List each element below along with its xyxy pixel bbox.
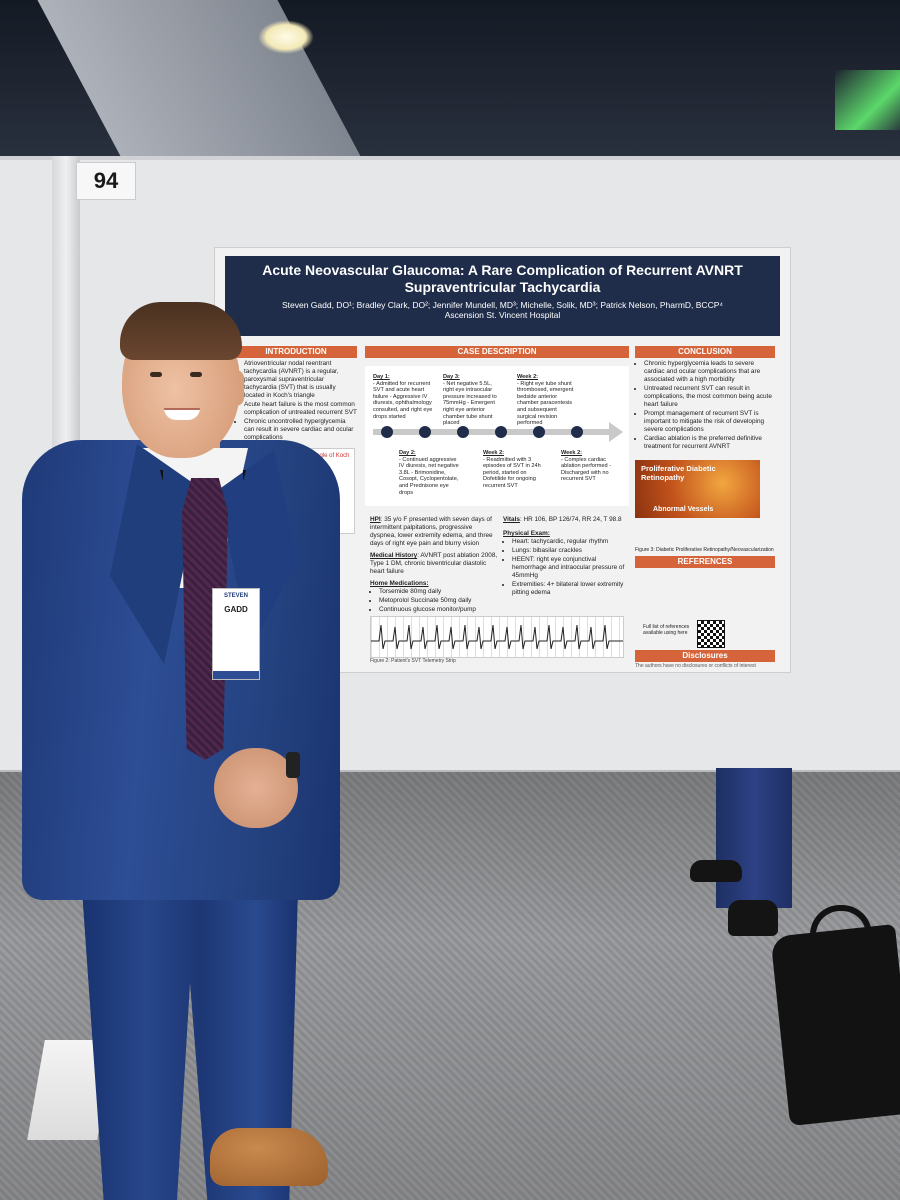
case-history: HPI: 35 y/o F presented with seven days …	[370, 516, 498, 615]
poster-authors: Steven Gadd, DO¹; Bradley Clark, DO²; Je…	[281, 300, 724, 310]
case-exam: Vitals: HR 106, BP 126/74, RR 24, T 98.8…	[503, 516, 627, 598]
intro-item: Atrioventricular nodal reentrant tachyca…	[244, 360, 357, 400]
exam-item: Lungs: bibasilar crackles	[512, 547, 627, 555]
timeline-dot	[457, 426, 469, 438]
right-eye	[190, 372, 202, 377]
qr-code-icon[interactable]	[697, 620, 725, 648]
timeline-arrowhead	[609, 422, 623, 442]
introduction-section: INTRODUCTION Atrioventricular nodal reen…	[235, 346, 357, 443]
ecg-waveform-icon	[371, 624, 623, 650]
medication-item: Continuous glucose monitor/pump	[379, 606, 498, 614]
black-bag	[770, 923, 900, 1127]
conclusion-item: Chronic hyperglycemia leads to severe ca…	[644, 360, 775, 384]
retinopathy-title: Proliferative Diabetic Retinopathy	[641, 464, 716, 482]
disclosures-section: Disclosures	[635, 650, 775, 662]
brown-shoe	[210, 1128, 328, 1186]
medical-history-text: Medical History: AVNRT post ablation 200…	[370, 552, 498, 575]
poster-header: Acute Neovascular Glaucoma: A Rare Compl…	[225, 256, 780, 336]
smile	[164, 408, 200, 420]
timeline-dot	[419, 426, 431, 438]
timeline-entry: Week 2: - Complex cardiac ablation perfor…	[561, 450, 612, 483]
conclusion-item: Untreated recurrent SVT can result in co…	[644, 385, 775, 409]
badge-name-line2: GADD	[224, 605, 248, 614]
case-section: CASE DESCRIPTION	[365, 346, 629, 358]
references-section: REFERENCES	[635, 556, 775, 568]
case-heading: CASE DESCRIPTION	[365, 346, 629, 358]
timeline-entry: Day 2: - Continued aggressive IV diuresis…	[399, 450, 459, 496]
timeline-dot	[495, 426, 507, 438]
exam-item: Heart: tachycardic, regular rhythm	[512, 538, 627, 546]
conclusion-item: Cardiac ablation is the preferred defini…	[644, 435, 775, 451]
background-person-legs	[716, 768, 792, 908]
hpi-text: HPI: 35 y/o F presented with seven days …	[370, 516, 493, 547]
wristwatch-icon	[286, 752, 300, 778]
intro-item: Chronic uncontrolled hyperglycemia can r…	[244, 418, 357, 442]
green-light	[835, 70, 900, 130]
conclusion-heading: CONCLUSION	[635, 346, 775, 358]
intro-item: Acute heart failure is the most common c…	[244, 401, 357, 417]
hair	[120, 302, 242, 360]
ceiling-light	[258, 20, 314, 54]
background-shoe	[728, 900, 778, 936]
ecg-strip	[370, 616, 624, 658]
exam-item: HEENT: right eye conjunctival hemorrhage…	[512, 556, 627, 580]
timeline-entry: Day 3: - Net negative 5.5L, right eye int…	[443, 374, 497, 427]
timeline-entry: Week 2: - Right eye tube shunt thrombosed…	[517, 374, 574, 427]
timeline-entry: Week 2: - Readmitted with 3 episodes of S…	[483, 450, 541, 489]
poster-institution: Ascension St. Vincent Hospital	[444, 310, 561, 320]
exam-label: Physical Exam:	[503, 530, 550, 537]
introduction-heading: INTRODUCTION	[235, 346, 357, 358]
koch-figure-label: Triangle of Koch	[306, 453, 350, 459]
medication-item: Torsemide 80mg daily	[379, 588, 498, 596]
retinopathy-subtitle: Abnormal Vessels	[653, 506, 714, 513]
retinopathy-caption: Figure 3: Diabetic Proliferative Retinop…	[635, 547, 774, 553]
vitals-text: Vitals: HR 106, BP 126/74, RR 24, T 98.8	[503, 516, 622, 523]
name-badge: STEVEN GADD	[212, 588, 260, 680]
conclusion-section: CONCLUSION Chronic hyperglycemia leads t…	[635, 346, 775, 452]
conclusion-item: Prompt management of recurrent SVT is im…	[644, 410, 775, 434]
booth-number: 94	[76, 162, 136, 200]
clasped-hands	[214, 748, 298, 828]
background-shoe	[690, 860, 742, 882]
disclosures-text: The authors have no disclosures or confl…	[635, 663, 756, 669]
timeline-dot	[533, 426, 545, 438]
timeline-dot	[571, 426, 583, 438]
qr-note: Full list of references available using …	[643, 624, 690, 636]
references-heading: REFERENCES	[635, 556, 775, 568]
timeline-dot	[381, 426, 393, 438]
disclosures-heading: Disclosures	[635, 650, 775, 662]
exam-item: Extremities: 4+ bilateral lower extremit…	[512, 581, 627, 597]
left-eye	[150, 372, 162, 377]
home-meds-label: Home Medications:	[370, 580, 429, 587]
badge-name-line1: STEVEN	[223, 593, 248, 599]
timeline-entry: Day 1: - Admitted for recurrent SVT and a…	[373, 374, 433, 420]
case-timeline: Day 1: - Admitted for recurrent SVT and a…	[365, 366, 629, 506]
badge-footer	[213, 671, 259, 679]
poster-title: Acute Neovascular Glaucoma: A Rare Compl…	[262, 262, 743, 295]
board-post	[52, 156, 80, 476]
timeline-arrow	[373, 429, 609, 435]
medication-item: Metoprolol Succinate 50mg daily	[379, 597, 498, 605]
ecg-caption: Figure 2: Patient's SVT Telemetry Strip	[370, 658, 456, 664]
retinopathy-figure: Proliferative Diabetic Retinopathy Abnor…	[635, 460, 760, 518]
